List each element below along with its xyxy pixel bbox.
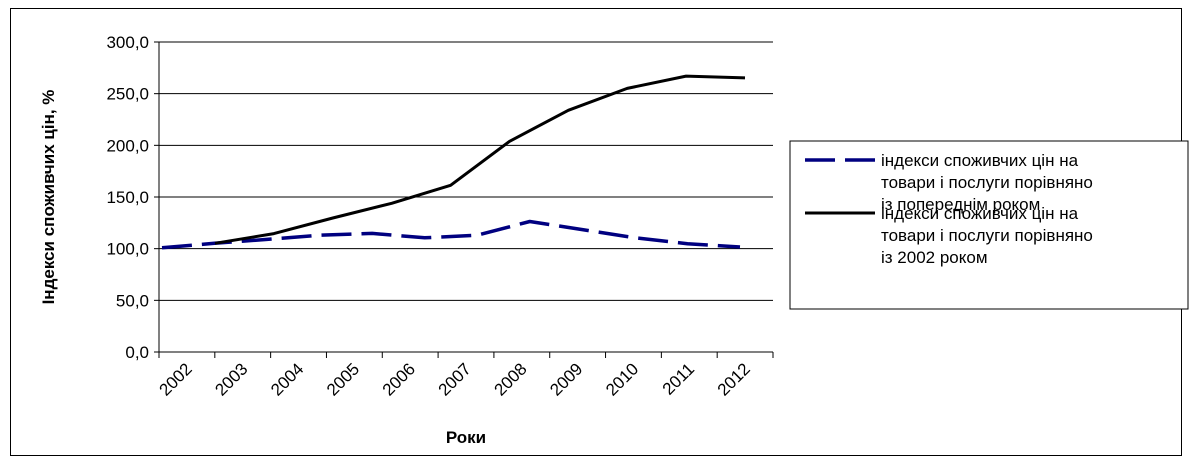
y-tick-labels: 0,0 50,0 100,0 150,0 200,0 250,0 300,0 [106, 33, 149, 362]
legend-label: індекси споживчих цін на [881, 204, 1079, 223]
y-tick-label: 250,0 [106, 85, 149, 104]
series-lines [161, 74, 746, 250]
gridlines [159, 41, 773, 301]
x-tick-label: 2002 [156, 359, 196, 399]
x-tick-label: 2009 [546, 359, 586, 399]
y-axis-title: Індекси споживчих цін, % [39, 90, 58, 305]
legend: індекси споживчих цін на товари і послуги… [789, 140, 1189, 310]
x-tick-label: 2003 [211, 359, 251, 399]
legend-label: індекси споживчих цін на [881, 151, 1079, 170]
legend-label: із 2002 роком [881, 248, 988, 267]
y-tick-label: 0,0 [125, 343, 149, 362]
y-tick-label: 100,0 [106, 240, 149, 259]
x-tick-label: 2010 [602, 359, 642, 399]
legend-box [789, 140, 1189, 310]
series-line-0 [161, 219, 741, 250]
x-tick-labels: 2002 2003 2004 2005 2006 2007 2008 2009 2010 2011… [156, 359, 754, 399]
x-tick-label: 2006 [379, 359, 419, 399]
x-tick-label: 2008 [490, 359, 530, 399]
y-tick-label: 200,0 [106, 136, 149, 155]
legend-label: товари і послуги порівняно [881, 226, 1093, 245]
x-tick-label: 2011 [659, 359, 698, 398]
y-tick-label: 150,0 [106, 188, 149, 207]
x-tick-label: 2012 [714, 359, 754, 399]
series-line-1 [214, 74, 746, 245]
axes [154, 41, 774, 358]
y-tick-label: 300,0 [106, 33, 149, 52]
x-tick-label: 2005 [323, 359, 363, 399]
x-axis-title: Роки [446, 428, 486, 447]
legend-label: із попереднім роком [881, 195, 1040, 214]
y-tick-label: 50,0 [116, 291, 149, 310]
x-tick-label: 2004 [267, 359, 307, 399]
x-tick-label: 2007 [435, 359, 475, 399]
legend-label: товари і послуги порівняно [881, 173, 1093, 192]
